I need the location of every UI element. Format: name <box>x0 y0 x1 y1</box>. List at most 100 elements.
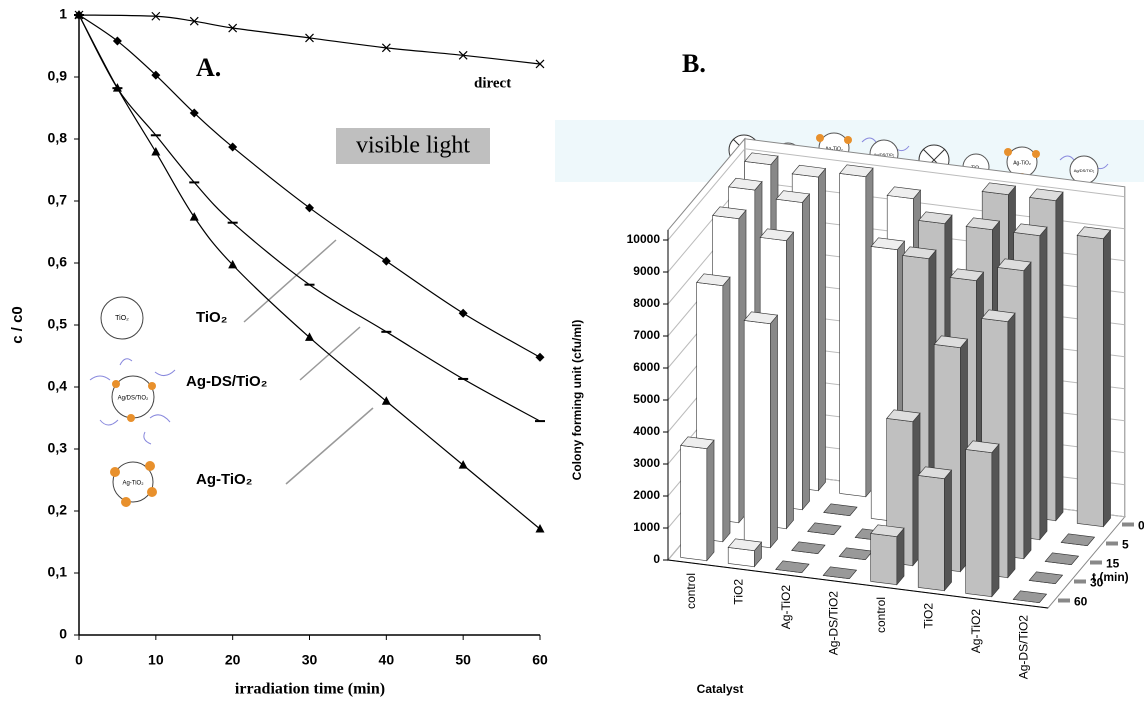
bar <box>1060 533 1096 547</box>
y-tick-label: 0 <box>59 626 67 642</box>
marker <box>151 147 161 156</box>
series-label: Ag-DS/TiO₂ <box>186 373 267 390</box>
bar-top <box>822 566 858 580</box>
x-tick-label: Ag-DS/TiO2 <box>1016 615 1030 680</box>
depth-tick <box>1122 522 1134 527</box>
marker <box>228 23 238 33</box>
marker <box>458 308 468 318</box>
bar-side <box>786 231 794 530</box>
y-tick-label: 0,9 <box>48 68 68 84</box>
icon-label: Ag/DS/TiO₂ <box>874 152 895 157</box>
marker <box>381 256 391 266</box>
bar <box>870 524 905 586</box>
bar-top <box>823 503 858 517</box>
y-tick-label: 0,6 <box>48 254 68 270</box>
bar-top <box>981 309 1016 323</box>
bar-top <box>791 164 827 178</box>
marker <box>74 10 84 19</box>
icon-dot <box>1032 150 1040 158</box>
y-tick-label: 4000 <box>633 424 660 438</box>
depth-axis-title: t (min) <box>1092 570 1129 584</box>
marker <box>189 181 200 184</box>
bar-front <box>965 449 993 598</box>
leader-line <box>285 407 374 485</box>
depth-tick-label: 60 <box>1074 595 1088 609</box>
marker <box>150 134 161 137</box>
bar-side <box>770 314 778 549</box>
bar-front <box>870 533 898 586</box>
depth-tick-label: 0 <box>1138 519 1144 533</box>
icon-dot <box>110 467 120 477</box>
series-label: TiO₂ <box>196 309 227 326</box>
marker <box>305 33 314 43</box>
x-axis-title: irradiation time (min) <box>235 681 385 698</box>
icon-label: Ag-TiO₂ <box>825 146 843 152</box>
x-tick-label: 40 <box>379 652 395 668</box>
bar <box>680 436 715 562</box>
bar-top <box>775 560 810 574</box>
x-tick-label: control <box>684 573 698 609</box>
marker <box>304 283 315 286</box>
marker <box>189 212 199 221</box>
y-tick-label: 6000 <box>633 360 660 374</box>
series-line <box>78 14 541 530</box>
series-label: Ag-TiO₂ <box>196 471 252 488</box>
marker <box>381 330 392 333</box>
leader-line <box>299 326 361 381</box>
x-axis <box>667 559 1049 609</box>
bar-top <box>807 522 842 536</box>
x-tick-label: Ag-TiO2 <box>969 609 983 654</box>
bar-top <box>1028 571 1064 585</box>
panel-label: A. <box>196 53 221 82</box>
marker <box>112 36 122 46</box>
icon-chains <box>89 358 176 445</box>
depth-tick <box>1074 579 1086 584</box>
panel-a: visible light A. irradiation time (min) … <box>9 53 490 698</box>
bar <box>839 164 874 498</box>
bar-top <box>728 177 763 191</box>
bar-top <box>949 268 985 282</box>
x-tick-label: 10 <box>148 652 164 668</box>
grid-line <box>667 148 746 241</box>
marker <box>305 332 314 341</box>
leader-line <box>243 239 337 323</box>
bar-side <box>1023 261 1032 560</box>
icon-dot <box>121 497 131 507</box>
bar-top <box>759 228 795 242</box>
depth-tick <box>1090 560 1102 565</box>
bar-top <box>743 311 779 325</box>
bar-top <box>696 273 731 287</box>
icon-dot <box>147 487 157 497</box>
y-tick-label: 1 <box>59 6 67 22</box>
bar-top <box>886 186 922 200</box>
bar-front <box>1076 235 1104 528</box>
bar <box>822 566 858 580</box>
icon-dot <box>145 461 155 471</box>
bar <box>1012 590 1048 604</box>
bar-top <box>1029 188 1064 202</box>
y-tick-label: 0,7 <box>48 192 68 208</box>
bar-top <box>933 335 969 349</box>
icon-ag-ds-tio2: Ag/DS/TiO₂ <box>89 358 176 445</box>
marker <box>227 221 238 224</box>
series-label: direct <box>474 75 511 91</box>
icon-dot <box>844 136 852 144</box>
y-tick-label: 2000 <box>633 488 660 502</box>
bar <box>807 522 842 536</box>
bar-side <box>706 439 715 562</box>
bar-top <box>870 237 906 251</box>
bar <box>1044 552 1080 566</box>
y-tick-label: 0,2 <box>48 502 68 518</box>
x-tick-label: 60 <box>532 652 548 668</box>
x-tick-label: TiO2 <box>731 579 745 605</box>
marker <box>458 50 468 60</box>
bar <box>743 311 779 549</box>
bar-top <box>965 440 1000 454</box>
series-line <box>78 14 541 422</box>
marker <box>151 70 161 80</box>
x-tick-label: Ag-TiO2 <box>779 585 793 630</box>
bar-side <box>818 167 826 492</box>
bar <box>823 503 858 517</box>
icon-label: Ag-TiO₂ <box>122 481 144 487</box>
bar-top <box>791 541 826 555</box>
